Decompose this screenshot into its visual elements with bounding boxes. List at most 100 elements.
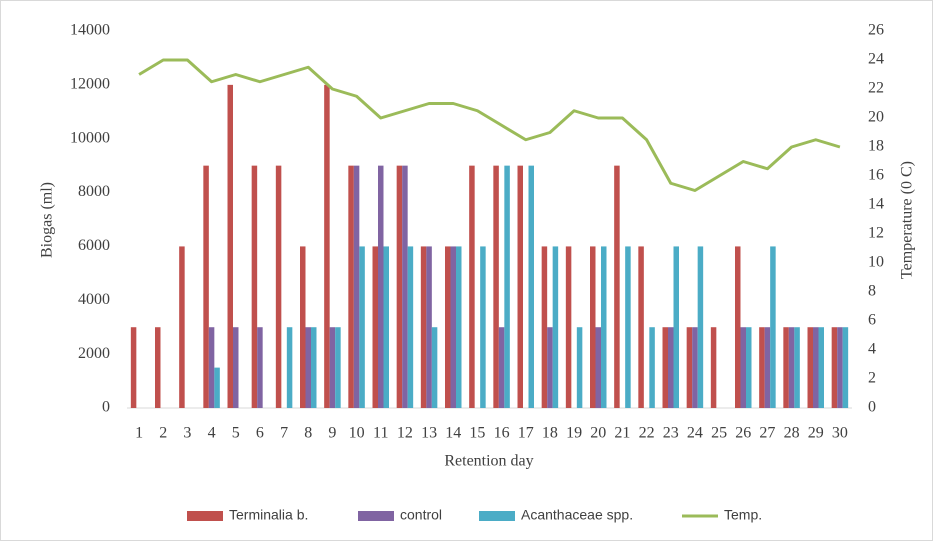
x-tick-label: 7 bbox=[280, 425, 288, 442]
bar bbox=[547, 327, 553, 408]
bar bbox=[329, 327, 336, 408]
y2-tick-label: 22 bbox=[868, 80, 884, 97]
bar bbox=[517, 165, 523, 408]
bar bbox=[275, 165, 282, 408]
legend-label: control bbox=[400, 507, 442, 523]
bar bbox=[431, 327, 438, 408]
x-tick-label: 19 bbox=[566, 425, 582, 442]
bar bbox=[788, 327, 795, 408]
bar bbox=[407, 246, 414, 408]
bar bbox=[203, 165, 209, 408]
bar bbox=[614, 165, 620, 408]
bar bbox=[807, 327, 813, 408]
x-axis-label: Retention day bbox=[444, 453, 533, 470]
legend-swatch bbox=[187, 511, 223, 521]
y-tick-label: 0 bbox=[102, 399, 110, 416]
bar bbox=[842, 327, 849, 408]
x-tick-label: 18 bbox=[542, 425, 558, 442]
bar bbox=[214, 367, 220, 408]
x-tick-label: 21 bbox=[614, 425, 630, 442]
bar bbox=[783, 327, 789, 408]
legend-swatch bbox=[358, 511, 394, 521]
x-tick-label: 11 bbox=[373, 425, 388, 442]
y-tick-label: 12000 bbox=[70, 76, 110, 93]
y2-tick-label: 20 bbox=[868, 109, 884, 126]
y2-tick-label: 16 bbox=[868, 167, 884, 184]
x-tick-label: 27 bbox=[759, 425, 775, 442]
bar bbox=[233, 327, 239, 408]
bar bbox=[770, 246, 776, 408]
bar bbox=[383, 246, 389, 408]
legend-label: Temp. bbox=[724, 507, 762, 523]
x-tick-label: 4 bbox=[208, 425, 216, 442]
x-tick-label: 3 bbox=[183, 425, 191, 442]
x-tick-label: 29 bbox=[808, 425, 824, 442]
bar bbox=[746, 327, 752, 408]
x-tick-label: 25 bbox=[711, 425, 727, 442]
bar bbox=[493, 165, 499, 408]
bar bbox=[251, 165, 258, 408]
x-tick-label: 12 bbox=[397, 425, 413, 442]
bar bbox=[130, 327, 137, 408]
x-tick-label: 17 bbox=[518, 425, 534, 442]
bar bbox=[759, 327, 765, 408]
x-tick-label: 23 bbox=[663, 425, 679, 442]
bar bbox=[300, 246, 306, 408]
legend-label: Terminalia b. bbox=[229, 507, 308, 523]
legend-label: Acanthaceae spp. bbox=[521, 507, 633, 523]
bar bbox=[831, 327, 838, 408]
y-tick-label: 8000 bbox=[78, 183, 110, 200]
y-tick-label: 4000 bbox=[78, 291, 110, 308]
y-tick-label: 14000 bbox=[70, 22, 110, 39]
bar bbox=[420, 246, 427, 408]
bar bbox=[740, 327, 746, 408]
bar bbox=[576, 327, 583, 408]
bar bbox=[552, 246, 559, 408]
bar bbox=[818, 327, 824, 408]
bar bbox=[595, 327, 601, 408]
x-tick-label: 8 bbox=[304, 425, 312, 442]
x-tick-label: 15 bbox=[469, 425, 485, 442]
bar bbox=[813, 327, 819, 408]
bar bbox=[504, 165, 510, 408]
y2-tick-label: 12 bbox=[868, 225, 884, 242]
bar bbox=[686, 327, 693, 408]
x-tick-label: 26 bbox=[735, 425, 751, 442]
bar bbox=[764, 327, 771, 408]
y2-tick-label: 2 bbox=[868, 370, 876, 387]
bar bbox=[335, 327, 341, 408]
line bbox=[138, 58, 841, 192]
bar bbox=[480, 246, 486, 408]
y2-tick-label: 0 bbox=[868, 399, 876, 416]
y-axis-label: Biogas (ml) bbox=[39, 182, 56, 258]
x-tick-label: 24 bbox=[687, 425, 703, 442]
bar bbox=[565, 246, 572, 408]
bar bbox=[601, 246, 607, 408]
bar bbox=[469, 165, 475, 408]
bar bbox=[710, 327, 717, 408]
bar bbox=[353, 165, 360, 408]
bar bbox=[155, 327, 161, 408]
bar bbox=[692, 327, 698, 408]
bar bbox=[305, 327, 311, 408]
bar bbox=[456, 246, 462, 408]
bar bbox=[402, 165, 408, 408]
bar bbox=[673, 246, 679, 408]
bar bbox=[668, 327, 674, 408]
x-tick-label: 16 bbox=[494, 425, 510, 442]
bar bbox=[638, 246, 644, 408]
bar bbox=[837, 327, 843, 408]
bar bbox=[372, 246, 378, 408]
y2-tick-label: 6 bbox=[868, 312, 876, 329]
bar bbox=[378, 165, 384, 408]
bar bbox=[396, 165, 403, 408]
y2-tick-label: 14 bbox=[868, 196, 884, 213]
bar bbox=[590, 246, 596, 408]
bar bbox=[324, 84, 330, 408]
y2-axis-label: Temperature (0 C) bbox=[899, 161, 916, 279]
bar bbox=[445, 246, 451, 408]
bar bbox=[625, 246, 631, 408]
y2-tick-label: 4 bbox=[868, 341, 876, 358]
